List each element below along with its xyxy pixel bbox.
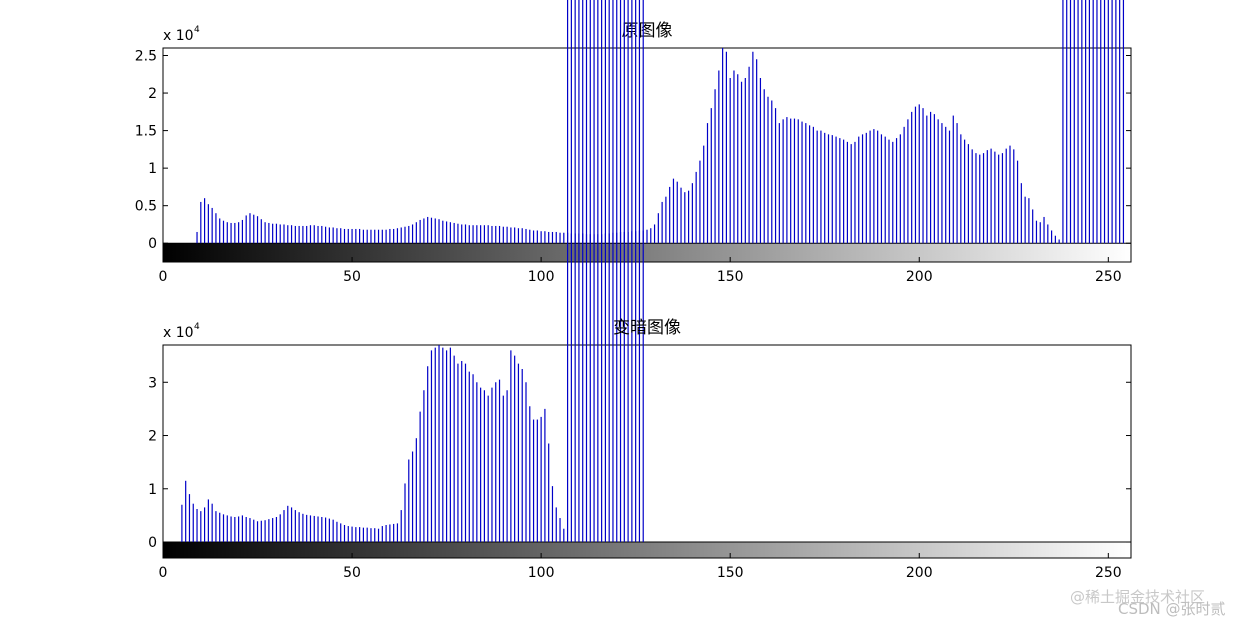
y-multiplier-label: x 10 bbox=[163, 325, 194, 341]
y-tick-label: 3 bbox=[148, 375, 157, 391]
chart-title: 变暗图像 bbox=[613, 318, 681, 338]
x-tick-label: 0 bbox=[159, 565, 168, 581]
y-tick-label: 1 bbox=[148, 161, 157, 177]
y-tick-label: 0 bbox=[148, 535, 157, 551]
x-tick-label: 50 bbox=[343, 269, 361, 285]
x-tick-label: 250 bbox=[1095, 565, 1122, 581]
y-multiplier-exponent: 4 bbox=[194, 25, 200, 35]
x-tick-label: 200 bbox=[906, 269, 933, 285]
y-tick-label: 2 bbox=[148, 86, 157, 102]
chart-title: 原图像 bbox=[622, 21, 673, 41]
x-tick-label: 0 bbox=[159, 269, 168, 285]
y-tick-label: 0 bbox=[148, 236, 157, 252]
x-tick-label: 150 bbox=[717, 565, 744, 581]
x-tick-label: 250 bbox=[1095, 269, 1122, 285]
y-tick-label: 2.5 bbox=[135, 49, 157, 65]
y-multiplier-label: x 10 bbox=[163, 28, 194, 44]
watermark-csdn: CSDN @张时贰 bbox=[1118, 600, 1226, 618]
x-tick-label: 200 bbox=[906, 565, 933, 581]
x-tick-label: 150 bbox=[717, 269, 744, 285]
x-tick-label: 50 bbox=[343, 565, 361, 581]
y-multiplier-exponent: 4 bbox=[194, 322, 200, 332]
watermark-juejin: @稀土掘金技术社区 bbox=[1070, 588, 1206, 606]
y-tick-label: 2 bbox=[148, 429, 157, 445]
grayscale-colorbar bbox=[163, 243, 1131, 262]
y-tick-label: 1.5 bbox=[135, 124, 157, 140]
x-tick-label: 100 bbox=[528, 565, 555, 581]
x-tick-label: 100 bbox=[528, 269, 555, 285]
y-tick-label: 0.5 bbox=[135, 199, 157, 215]
grayscale-colorbar bbox=[163, 542, 1131, 558]
plot-frame bbox=[162, 344, 1132, 559]
histogram-panel-1: 0 0.5 1 1.5 2 2.5 0 50 100 150 200 250 原图像 x 10 4 bbox=[135, 0, 1132, 285]
plot-frame bbox=[162, 47, 1132, 263]
y-tick-label: 1 bbox=[148, 482, 157, 498]
